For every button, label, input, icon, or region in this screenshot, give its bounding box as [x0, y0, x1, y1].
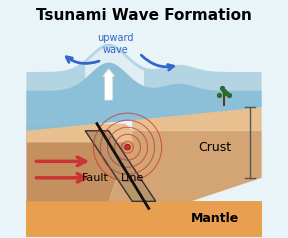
- Point: [219, 87, 224, 90]
- Polygon shape: [26, 201, 262, 237]
- Point: [224, 91, 229, 95]
- Polygon shape: [26, 124, 132, 143]
- Polygon shape: [26, 44, 262, 131]
- Text: Line: Line: [120, 173, 144, 183]
- Text: Mantle: Mantle: [190, 213, 239, 225]
- Polygon shape: [132, 107, 262, 131]
- Text: Crust: Crust: [198, 141, 231, 154]
- Text: Tsunami Wave Formation: Tsunami Wave Formation: [36, 8, 252, 24]
- Polygon shape: [85, 47, 144, 86]
- Text: upward
wave: upward wave: [98, 33, 134, 55]
- Polygon shape: [109, 131, 262, 201]
- Text: Fault: Fault: [82, 173, 109, 183]
- Polygon shape: [26, 63, 262, 131]
- Point: [222, 89, 226, 93]
- Polygon shape: [26, 131, 132, 201]
- Point: [226, 94, 231, 97]
- Polygon shape: [85, 131, 156, 201]
- Point: [217, 94, 221, 97]
- FancyArrow shape: [102, 69, 115, 100]
- Circle shape: [125, 144, 130, 150]
